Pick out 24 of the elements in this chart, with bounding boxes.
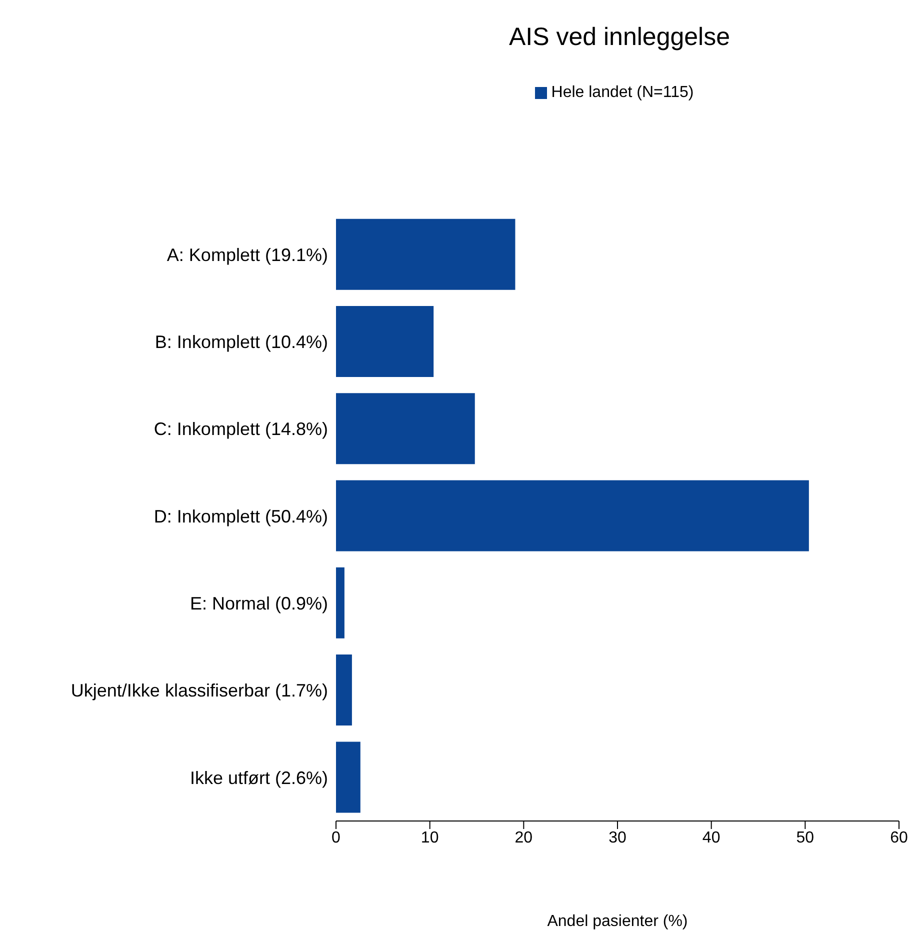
y-tick-label: A: Komplett (19.1%) [166,244,328,265]
bar [336,567,344,638]
bar [336,480,809,552]
bar [336,654,352,726]
bar [336,393,475,464]
y-tick-label: B: Inkomplett (10.4%) [154,332,328,352]
x-tick-label: 10 [420,829,439,846]
x-axis-title: Andel pasienter (%) [547,913,688,930]
bar [336,742,360,813]
bar [336,218,516,290]
y-tick-label: C: Inkomplett (14.8%) [154,419,328,440]
y-tick-label: Ukjent/Ikke klassifiserbar (1.7%) [70,680,328,701]
x-tick-label: 60 [890,829,908,846]
x-tick-label: 50 [796,829,814,846]
legend-label: Hele landet (N=115) [551,84,694,101]
x-tick-label: 40 [702,829,720,846]
y-tick-label: D: Inkomplett (50.4%) [154,506,328,526]
chart-title: AIS ved innleggelse [508,22,731,53]
bar [336,306,434,377]
x-tick-label: 0 [332,829,341,846]
x-tick-label: 20 [514,829,533,846]
y-tick-label: Ikke utført (2.6%) [190,768,328,788]
y-tick-label: E: Normal (0.9%) [190,594,328,614]
x-tick-label: 30 [608,829,626,846]
